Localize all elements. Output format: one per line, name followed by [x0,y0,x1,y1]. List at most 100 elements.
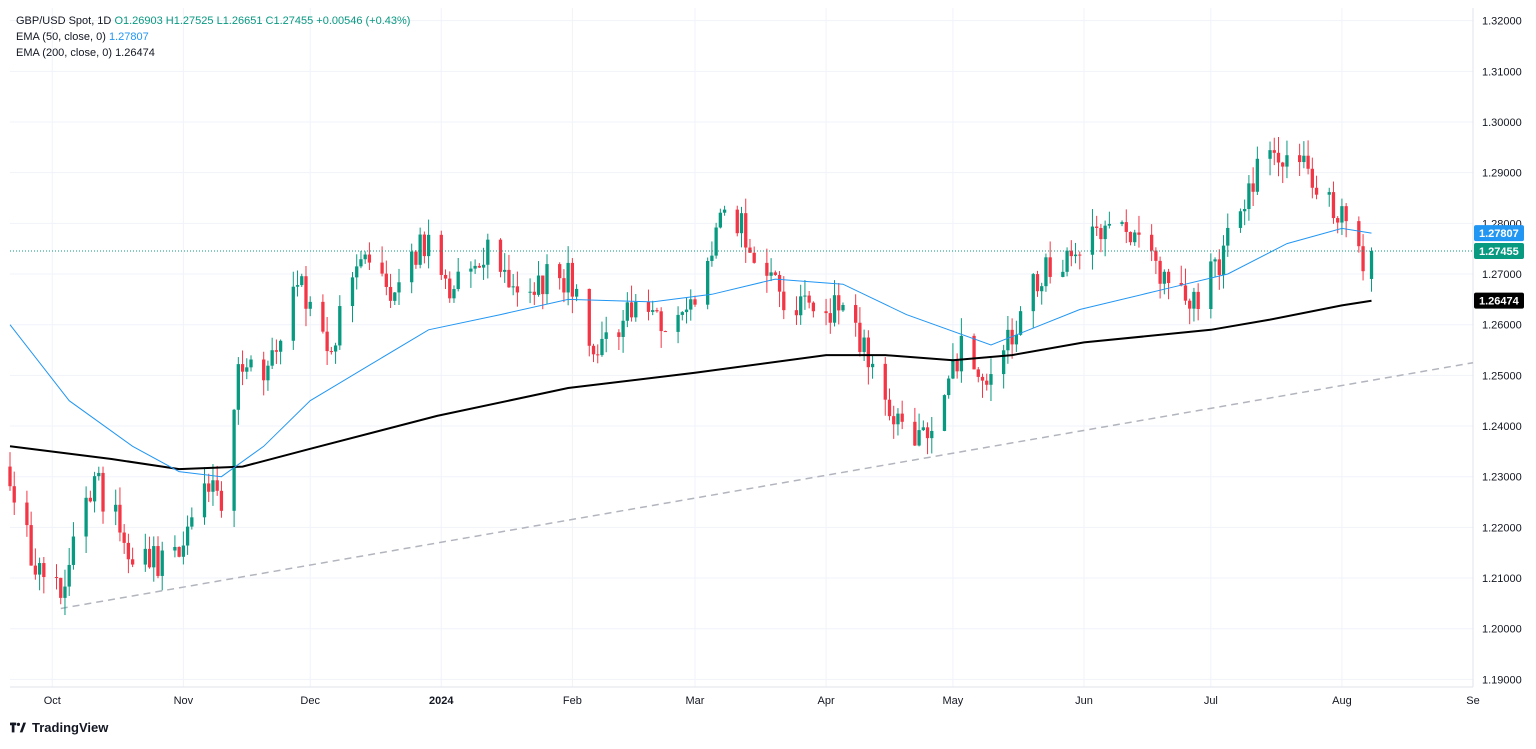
candle[interactable] [114,489,118,526]
candle[interactable] [769,258,773,282]
candle[interactable] [980,373,985,398]
candle[interactable] [410,243,414,294]
candle[interactable] [219,481,224,518]
candle[interactable] [947,375,951,399]
candle[interactable] [655,307,659,313]
candle[interactable] [202,467,207,525]
candle[interactable] [1251,167,1255,206]
candle[interactable] [570,258,575,314]
candle[interactable] [676,306,680,344]
candle[interactable] [359,250,363,269]
candle[interactable] [1369,247,1374,292]
candle[interactable] [1120,220,1124,227]
candle[interactable] [659,307,663,348]
candle[interactable] [262,351,266,396]
candle[interactable] [486,233,490,279]
candle[interactable] [126,533,131,574]
candle[interactable] [972,333,976,370]
candle[interactable] [532,282,536,305]
ema200-line[interactable] [9,299,1372,471]
legend-ema50[interactable]: EMA (50, close, 0) 1.27807 [16,29,410,45]
candle[interactable] [536,261,541,297]
candle[interactable] [12,471,16,515]
ema-lines[interactable] [9,227,1372,478]
candle[interactable] [71,522,76,570]
candle[interactable] [29,511,33,566]
candle[interactable] [989,358,993,402]
candle[interactable] [689,289,693,321]
candle[interactable] [629,285,634,322]
candle[interactable] [59,577,63,605]
candle[interactable] [1243,199,1247,226]
candle[interactable] [1166,268,1171,300]
candle[interactable] [866,330,870,385]
candle[interactable] [1209,253,1213,319]
candle[interactable] [837,282,841,325]
candle[interactable] [1327,187,1331,207]
candle[interactable] [832,280,837,327]
candle[interactable] [456,258,460,292]
candle[interactable] [54,564,59,590]
candle[interactable] [684,297,689,324]
candle[interactable] [617,329,621,350]
trendline[interactable] [60,361,1474,610]
candle[interactable] [363,251,367,264]
candle[interactable] [295,270,300,297]
candle[interactable] [765,248,769,293]
candle[interactable] [955,353,959,379]
candle[interactable] [1226,213,1230,257]
candle[interactable] [1031,272,1035,328]
candles[interactable] [8,136,1374,616]
candle[interactable] [807,291,811,309]
candle[interactable] [177,546,181,558]
candle[interactable] [811,301,816,318]
candle[interactable] [308,296,312,317]
candle[interactable] [959,318,964,383]
candle[interactable] [1331,181,1336,224]
candle[interactable] [1133,229,1137,246]
candle[interactable] [350,272,355,323]
candle[interactable] [574,284,579,302]
candle[interactable] [477,263,481,269]
candle[interactable] [528,278,532,304]
candle[interactable] [207,473,211,503]
candle[interactable] [710,241,714,267]
candle[interactable] [156,536,160,579]
candle[interactable] [67,547,71,596]
candle[interactable] [1103,220,1107,257]
candle[interactable] [448,271,452,303]
candle[interactable] [1002,344,1006,389]
candle[interactable] [739,206,744,248]
candle[interactable] [841,302,845,312]
candle[interactable] [1196,283,1200,321]
candle[interactable] [883,357,887,416]
candle[interactable] [122,524,126,554]
candle[interactable] [921,420,925,432]
candle[interactable] [414,250,418,269]
candle[interactable] [481,247,486,280]
candle[interactable] [646,289,651,321]
candle[interactable] [663,330,668,333]
candle[interactable] [1192,287,1196,322]
candle[interactable] [143,533,147,572]
candle[interactable] [1306,140,1310,175]
legend-ema200[interactable]: EMA (200, close, 0) 1.26474 [16,45,410,61]
candle[interactable] [147,536,152,569]
candle[interactable] [1361,234,1365,281]
candle[interactable] [236,357,240,425]
candle[interactable] [917,413,921,447]
candle[interactable] [173,535,177,558]
candle[interactable] [625,292,629,328]
candle[interactable] [274,339,279,364]
candle[interactable] [634,294,638,322]
candle[interactable] [777,271,782,308]
candle[interactable] [1078,251,1082,270]
candle[interactable] [245,358,249,380]
candle[interactable] [8,452,12,491]
candle[interactable] [925,422,930,455]
candle[interactable] [1137,215,1141,248]
candle[interactable] [291,271,295,350]
candle[interactable] [1044,253,1048,292]
candle[interactable] [1272,137,1276,166]
candle[interactable] [300,273,304,287]
